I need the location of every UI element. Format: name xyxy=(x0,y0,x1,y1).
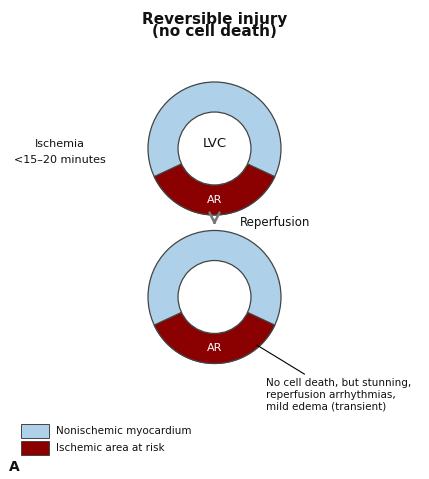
Text: Reperfusion: Reperfusion xyxy=(240,216,311,229)
Text: Ischemic area at risk: Ischemic area at risk xyxy=(56,443,164,453)
Ellipse shape xyxy=(178,261,251,333)
Bar xyxy=(21,441,49,455)
Text: No cell death, but stunning,
reperfusion arrhythmias,
mild edema (transient): No cell death, but stunning, reperfusion… xyxy=(257,345,411,411)
Text: AR: AR xyxy=(207,195,222,205)
Text: <15–20 minutes: <15–20 minutes xyxy=(14,156,106,165)
Ellipse shape xyxy=(148,82,281,215)
Ellipse shape xyxy=(148,230,281,364)
Bar xyxy=(21,424,49,438)
Text: (no cell death): (no cell death) xyxy=(152,24,277,39)
Text: LVC: LVC xyxy=(202,137,227,150)
Polygon shape xyxy=(154,312,275,364)
Text: Reversible injury: Reversible injury xyxy=(142,12,287,27)
Text: A: A xyxy=(9,460,19,474)
Text: Nonischemic myocardium: Nonischemic myocardium xyxy=(56,426,191,436)
Text: AR: AR xyxy=(207,343,222,354)
Text: Ischemia: Ischemia xyxy=(35,139,85,148)
Ellipse shape xyxy=(178,112,251,185)
Polygon shape xyxy=(154,164,275,215)
